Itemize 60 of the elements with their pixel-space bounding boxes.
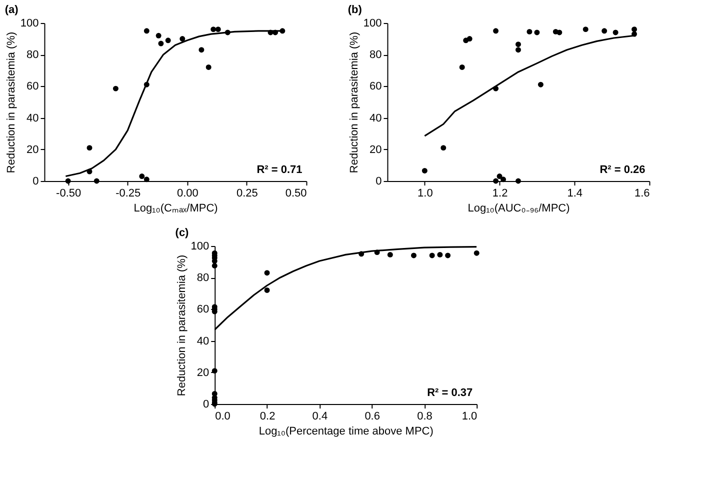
- y-tick-label: 0: [32, 176, 39, 188]
- x-tick-label: 0.0: [215, 410, 230, 422]
- x-tick-label: 1.4: [567, 188, 583, 200]
- x-tick-label: -0.50: [56, 188, 82, 200]
- annotation: R² = 0.37: [427, 387, 473, 399]
- point: [86, 145, 92, 151]
- y-tick-label: 100: [190, 240, 210, 252]
- annotation: R² = 0.26: [600, 164, 646, 176]
- y-axis-title: Reduction in parasitemia (%): [5, 32, 18, 174]
- y-tick-label: 40: [196, 335, 210, 348]
- x-axis-title: Log₁₀(AUC₀₋₉₆/MPC): [468, 202, 570, 214]
- y-tick-label: 100: [20, 18, 39, 30]
- point: [215, 26, 221, 32]
- x-tick-label: 1.2: [492, 188, 508, 200]
- point: [65, 178, 71, 184]
- x-tick-label: 0.4: [312, 410, 328, 422]
- y-tick-label: 40: [370, 112, 382, 124]
- x-tick-label: -0.25: [116, 188, 141, 200]
- point: [156, 32, 162, 38]
- y-tick-label: 80: [196, 272, 210, 284]
- y-tick-label: 60: [26, 80, 39, 93]
- chart-title: (c): [175, 227, 190, 239]
- x-tick-label: 0.25: [236, 188, 258, 200]
- y-tick-label: 60: [370, 80, 382, 93]
- annotation: R² = 0.71: [256, 164, 302, 176]
- x-tick-label: 0.50: [285, 188, 307, 200]
- point: [210, 26, 216, 32]
- x-tick-label: 1.6: [634, 188, 650, 200]
- point: [144, 28, 150, 34]
- point: [144, 176, 150, 182]
- chart-title: (a): [4, 4, 19, 16]
- y-tick-label: 20: [370, 144, 382, 156]
- x-tick-label: 0.8: [417, 410, 432, 422]
- y-tick-label: 60: [196, 304, 210, 316]
- x-tick-label: 1.0: [462, 410, 478, 422]
- point: [94, 178, 100, 184]
- point: [206, 64, 212, 70]
- x-tick-label: 0.2: [260, 410, 276, 422]
- chart-title: (b): [348, 4, 362, 16]
- point: [198, 47, 204, 53]
- point: [180, 36, 186, 42]
- y-tick-label: 80: [26, 49, 39, 62]
- x-tick-label: 0.6: [364, 410, 380, 422]
- y-tick-label: 0: [203, 398, 210, 410]
- y-tick-label: 20: [196, 366, 210, 379]
- point: [112, 86, 118, 92]
- y-tick-label: 80: [370, 49, 382, 62]
- x-tick-label: 0.00: [176, 188, 198, 200]
- y-tick-label: 100: [363, 18, 382, 30]
- y-axis-title: Reduction in parasitemia (%): [176, 254, 188, 396]
- point: [165, 38, 171, 44]
- x-axis-title: Log₁₀(Percentage time above MPC): [258, 426, 434, 438]
- point: [139, 174, 145, 179]
- y-axis-title: Reduction in parasitemia (%): [348, 32, 360, 174]
- point: [158, 40, 164, 46]
- y-tick-label: 40: [26, 112, 39, 124]
- x-tick-label: 1.0: [418, 188, 433, 200]
- x-axis-title: Log₁₀(Cₘₐₓ/MPC): [134, 202, 218, 214]
- y-tick-label: 0: [376, 176, 382, 188]
- y-tick-label: 20: [26, 144, 39, 156]
